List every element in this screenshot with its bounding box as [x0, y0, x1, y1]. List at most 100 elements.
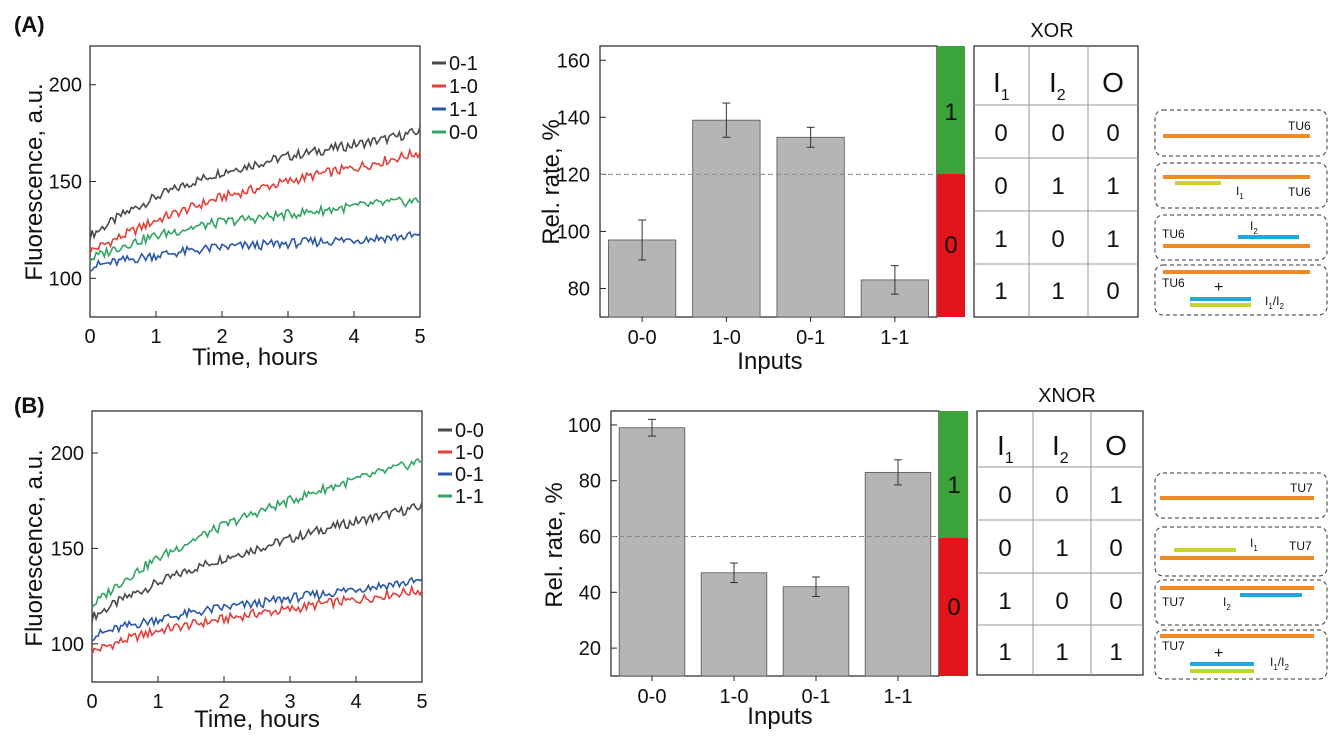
y-tick-label: 140: [557, 107, 590, 129]
cell: 0: [1109, 588, 1122, 615]
x-tick-label: 0-0: [638, 686, 667, 708]
tu-label: TU7: [1289, 539, 1312, 553]
strand-yellow: [1190, 669, 1254, 673]
table-frame: [973, 45, 1139, 318]
y-tick-label: 120: [557, 164, 590, 186]
y-tick-label: 80: [579, 471, 601, 493]
cell: 0: [1106, 278, 1119, 305]
y-tick-label: 200: [51, 443, 84, 465]
scheme-box: [1154, 526, 1328, 577]
bar: [864, 471, 932, 677]
strand-orange: [1160, 496, 1314, 500]
tu-label: TU6: [1288, 119, 1311, 133]
state-label-off: 0: [947, 594, 960, 621]
legend-b: 0-01-00-11-1: [438, 420, 484, 508]
cell: 1: [994, 226, 1007, 253]
bar-chart-b: 20 40 60 80 100 0-0 1-0 0-1 1-1 Inputs Rel. rate…: [541, 410, 968, 730]
tu-label: TU6: [1288, 185, 1311, 199]
scheme-box: [1154, 629, 1328, 680]
cell: 0: [1055, 482, 1068, 509]
strand-cyan: [1190, 662, 1254, 666]
strand-orange: [1163, 270, 1310, 274]
y-tick-label: 100: [557, 221, 590, 243]
state-bar-off: [939, 538, 968, 676]
x-tick-label: 3: [282, 326, 293, 348]
x-tick-label: 0: [86, 691, 97, 713]
y-tick-label: 150: [49, 172, 82, 194]
header-input-2: I2: [1049, 67, 1066, 104]
x-tick-label: 0-1: [802, 686, 831, 708]
y-tick-label: 200: [49, 75, 82, 97]
x-tick-label: 1-0: [720, 686, 749, 708]
legend-label: 1-1: [455, 486, 484, 508]
legend-label: 0-0: [455, 420, 484, 442]
x-axis-label: Inputs: [747, 703, 812, 730]
y-tick-label: 80: [568, 278, 590, 300]
tu-label: TU7: [1162, 639, 1185, 653]
bar: [782, 586, 850, 677]
x-axis-label: Inputs: [737, 348, 802, 375]
strand-orange: [1160, 586, 1314, 590]
legend-label: 0-0: [449, 122, 478, 144]
cell: 1: [998, 588, 1011, 615]
legend-label: 1-1: [449, 99, 478, 121]
tu-label: TU7: [1290, 481, 1313, 495]
scheme-row: TU6: [1154, 109, 1328, 157]
x-tick-label: 5: [414, 326, 425, 348]
x-tick-label: 4: [350, 691, 361, 713]
strand-yellow: [1175, 181, 1221, 185]
cell: 1: [1055, 535, 1068, 562]
x-tick-label: 0-0: [628, 327, 657, 349]
state-label-on: 1: [944, 99, 957, 126]
legend-label: 1-0: [455, 442, 484, 464]
y-axis-label: Fluorescence, a.u.: [21, 449, 48, 646]
truth-table-b: I1 I2 O 0 0 1 0 1 0 1 0 0 1 1 1: [976, 410, 1144, 676]
strand-schemes-a: TU6 I1 TU6 TU6 I2 TU6 + I1/I2: [1154, 109, 1328, 316]
strand-orange: [1163, 244, 1310, 248]
scheme-box: [1154, 162, 1328, 209]
bar-chart-b-marks: 20 40 60 80 100 0-0 1-0 0-1 1-1: [568, 415, 939, 708]
series-line: [91, 457, 423, 609]
y-tick-label: 60: [579, 527, 601, 549]
x-axis-label: Time, hours: [192, 344, 318, 371]
scheme-row: I1 TU6: [1154, 162, 1328, 209]
state-bar-off: [937, 174, 965, 317]
scheme-row: TU7 I2: [1154, 579, 1328, 626]
legend-label: 0-1: [449, 53, 478, 75]
strand-orange: [1160, 634, 1314, 638]
x-tick-label: 1: [150, 326, 161, 348]
plus-sign: +: [1214, 279, 1223, 296]
x-tick-label: 4: [348, 326, 359, 348]
series-line: [89, 196, 421, 262]
x-tick-label: 3: [284, 691, 295, 713]
series-line: [89, 126, 421, 241]
panel-label-a: (A): [14, 12, 45, 37]
input-label: I1: [1250, 536, 1258, 553]
x-tick-label: 1-0: [712, 327, 741, 349]
cell: 0: [998, 482, 1011, 509]
cell: 0: [1109, 535, 1122, 562]
plot-frame: [89, 45, 421, 318]
cell: 1: [1106, 173, 1119, 200]
x-tick-label: 1-1: [884, 686, 913, 708]
y-tick-label: 100: [568, 415, 601, 437]
x-tick-label: 2: [218, 691, 229, 713]
scheme-row: I1 TU7: [1154, 526, 1328, 577]
y-tick-label: 20: [579, 638, 601, 660]
cell: 0: [1055, 588, 1068, 615]
scheme-box: [1154, 214, 1328, 261]
input-label: I1: [1236, 184, 1244, 201]
cell: 0: [1051, 120, 1064, 147]
cell: 1: [1109, 639, 1122, 666]
scheme-row: TU7 + I1/I2: [1154, 629, 1328, 680]
bar: [692, 119, 761, 318]
cell: 0: [994, 120, 1007, 147]
scheme-box: [1154, 109, 1328, 157]
scheme-box: [1154, 264, 1328, 316]
bar: [618, 427, 686, 677]
header-output: O: [1102, 67, 1124, 98]
x-tick-label: 0-1: [796, 327, 825, 349]
pair-label: I1/I2: [1270, 655, 1289, 672]
state-label-on: 1: [947, 472, 960, 499]
